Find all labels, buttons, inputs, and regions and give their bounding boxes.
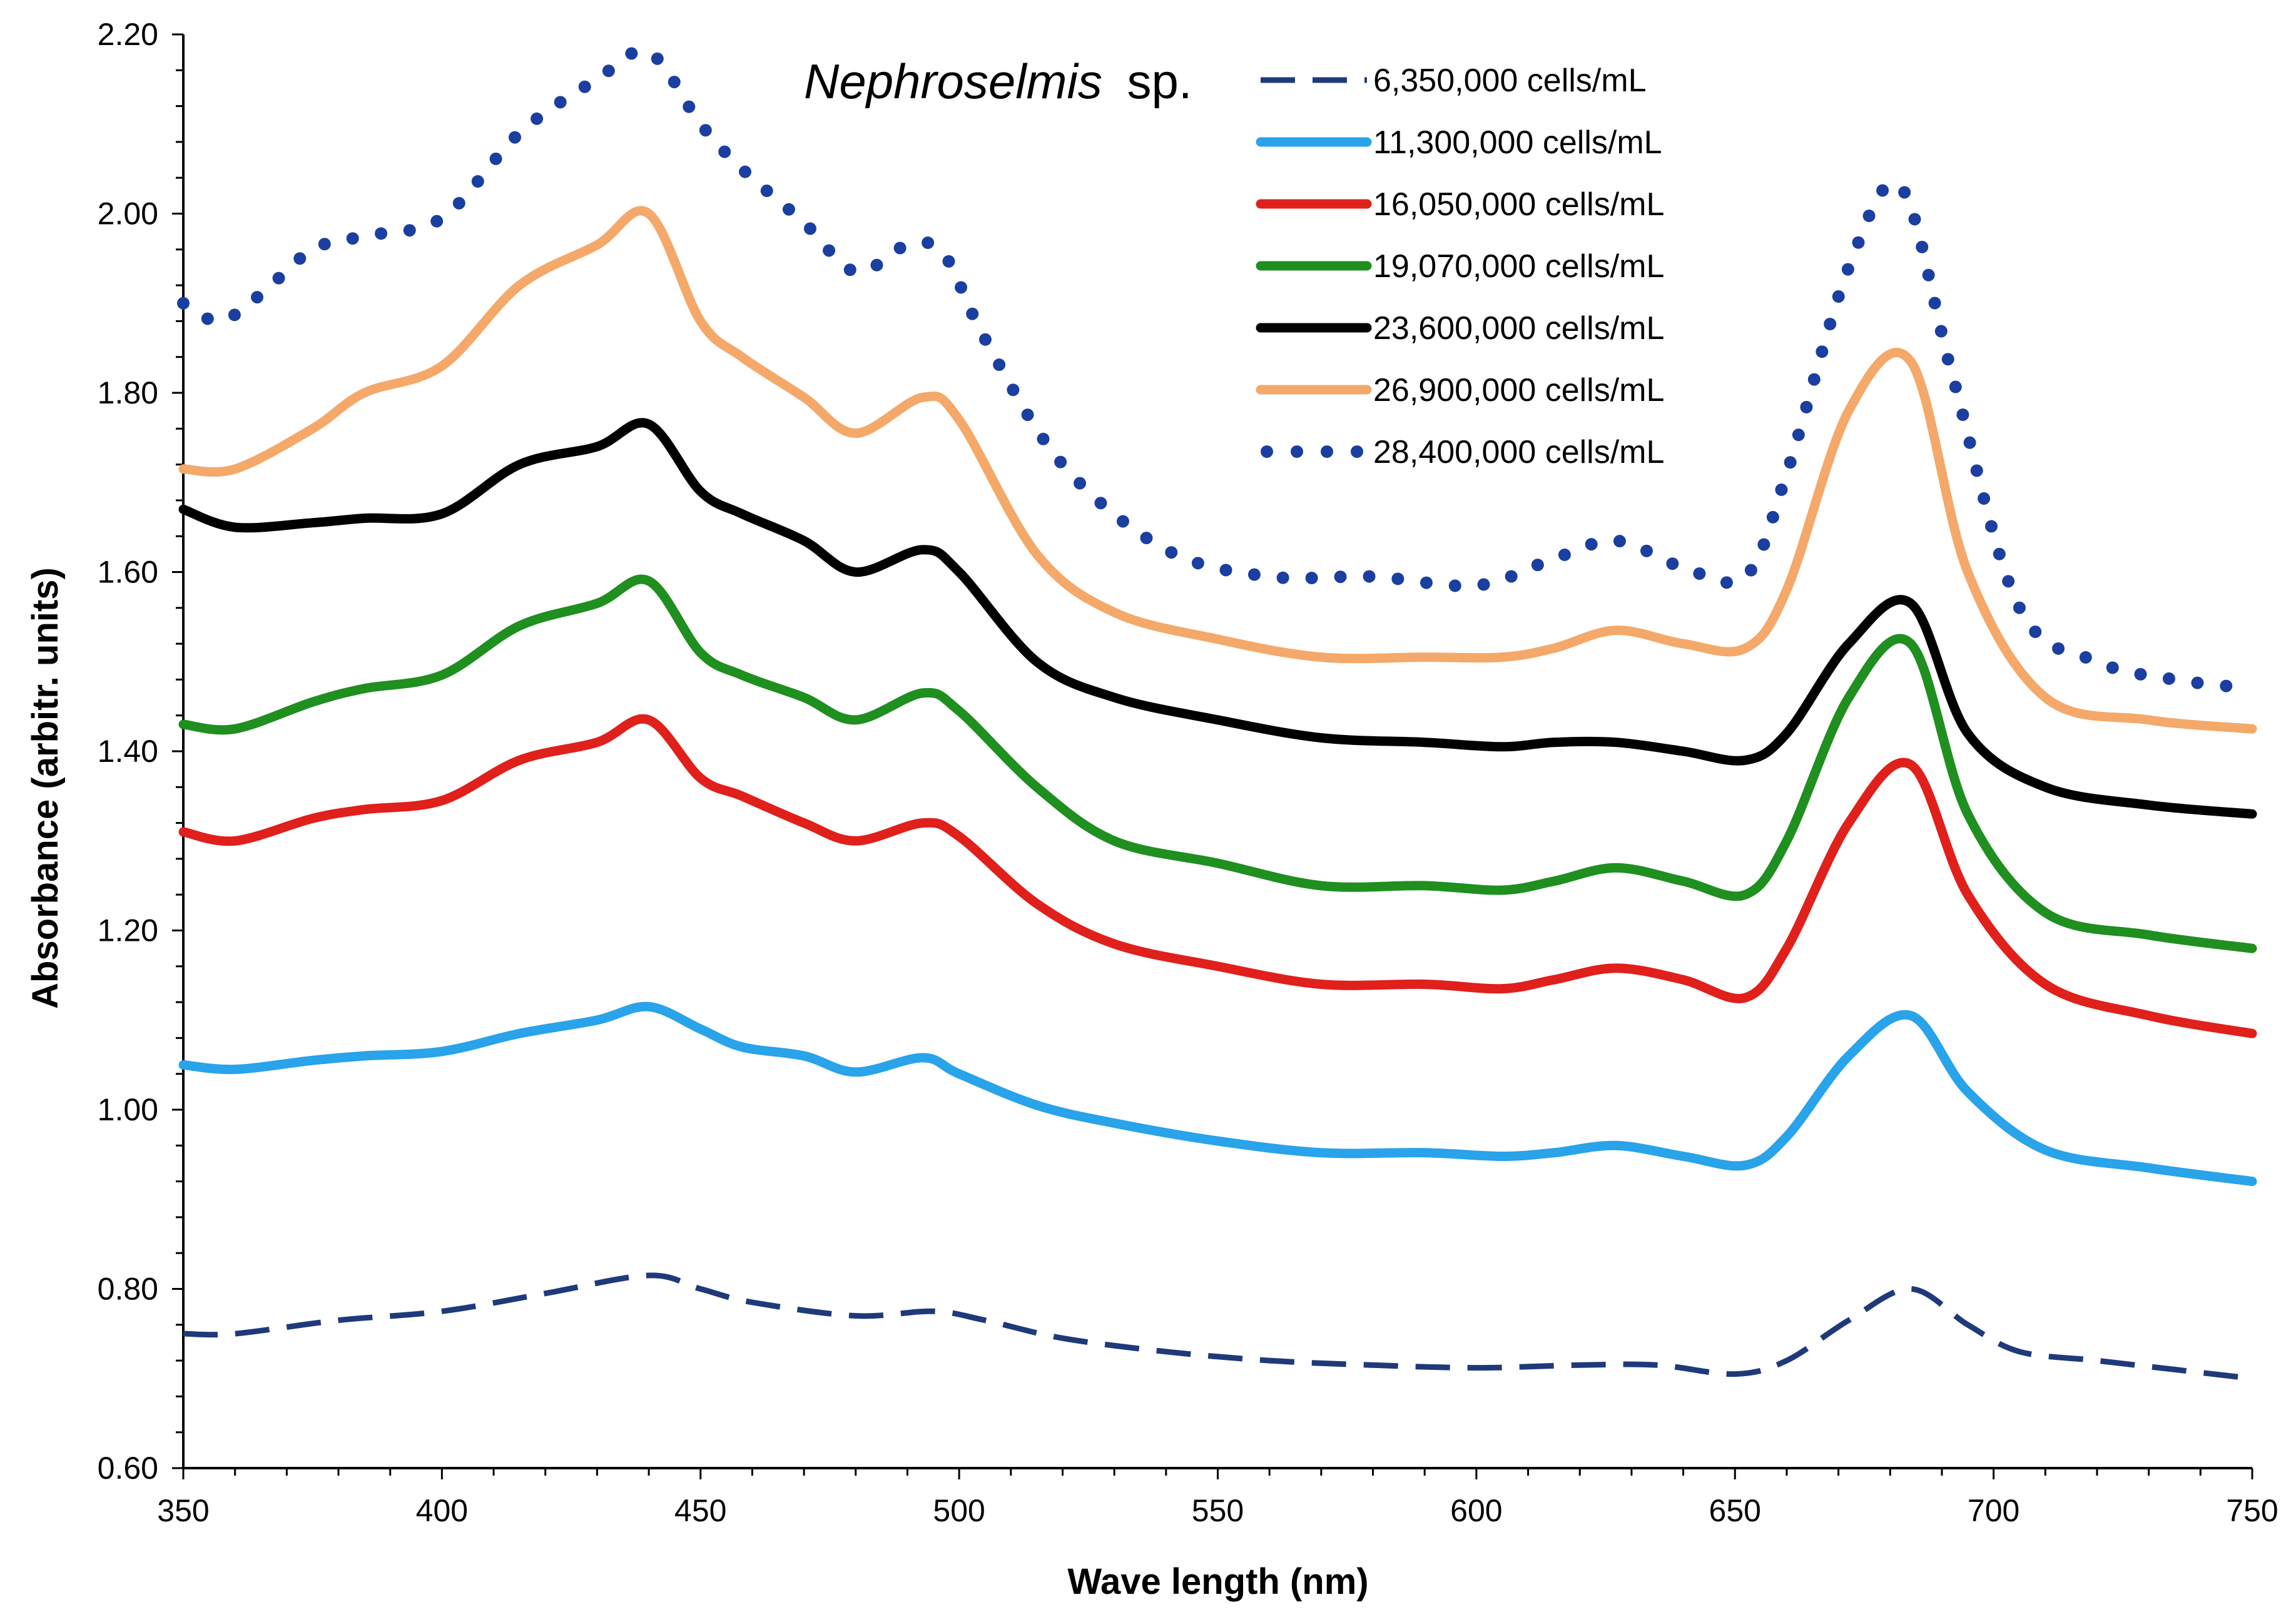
- y-tick-label: 1.40: [98, 734, 158, 769]
- y-tick-label: 0.60: [98, 1451, 158, 1486]
- x-axis-title: Wave length (nm): [1067, 1561, 1368, 1602]
- y-tick-label: 1.80: [98, 375, 158, 410]
- series-lines: [177, 44, 2258, 1382]
- x-tick-label: 700: [1968, 1493, 2019, 1528]
- legend-label-5: 23,600,000 cells/mL: [1373, 310, 1664, 347]
- y-axis-title: Absorbance (arbitr. units): [25, 567, 66, 1009]
- legend-label-7: 28,400,000 cells/mL: [1373, 434, 1664, 470]
- x-tick-label: 650: [1709, 1493, 1761, 1528]
- title-suffix: sp.: [1127, 54, 1192, 109]
- y-tick-label: 2.20: [98, 17, 158, 52]
- legend-label-1: 6,350,000 cells/mL: [1373, 63, 1647, 99]
- x-tick-label: 750: [2226, 1493, 2278, 1528]
- series-line-2: [178, 1001, 2257, 1187]
- x-tick-label: 400: [416, 1493, 468, 1528]
- x-tick-label: 500: [933, 1493, 985, 1528]
- chart-title: Nephroselmis sp.: [804, 54, 1192, 109]
- y-tick-label: 0.80: [98, 1272, 158, 1307]
- legend-label-6: 26,900,000 cells/mL: [1373, 372, 1664, 408]
- legend: 6,350,000 cells/mL 11,300,000 cells/mL 16,…: [1256, 63, 1664, 470]
- legend-label-4: 19,070,000 cells/mL: [1373, 248, 1664, 285]
- y-tick-label: 1.60: [98, 555, 158, 590]
- series-line-5: [178, 418, 2257, 819]
- legend-label-3: 16,050,000 cells/mL: [1373, 186, 1664, 223]
- series-line-4: [178, 574, 2257, 953]
- x-tick-label: 350: [157, 1493, 209, 1528]
- x-tick-label: 550: [1192, 1493, 1244, 1528]
- axes: 0.60 0.80 1.00 1.20 1.40 1.60 1.80 2.00 2.20 350 4…: [98, 17, 2278, 1528]
- title-species: Nephroselmis: [804, 54, 1102, 109]
- x-tick-label: 450: [674, 1493, 726, 1528]
- series-line-3: [178, 714, 2257, 1038]
- y-tick-label: 1.20: [98, 913, 158, 948]
- series-line-6: [178, 206, 2257, 734]
- x-tick-label: 600: [1450, 1493, 1502, 1528]
- y-tick-label: 1.00: [98, 1092, 158, 1127]
- series-line-1: [183, 1272, 2253, 1382]
- series-line-7: [177, 44, 2258, 695]
- y-tick-label: 2.00: [98, 196, 158, 231]
- legend-label-2: 11,300,000 cells/mL: [1373, 124, 1662, 161]
